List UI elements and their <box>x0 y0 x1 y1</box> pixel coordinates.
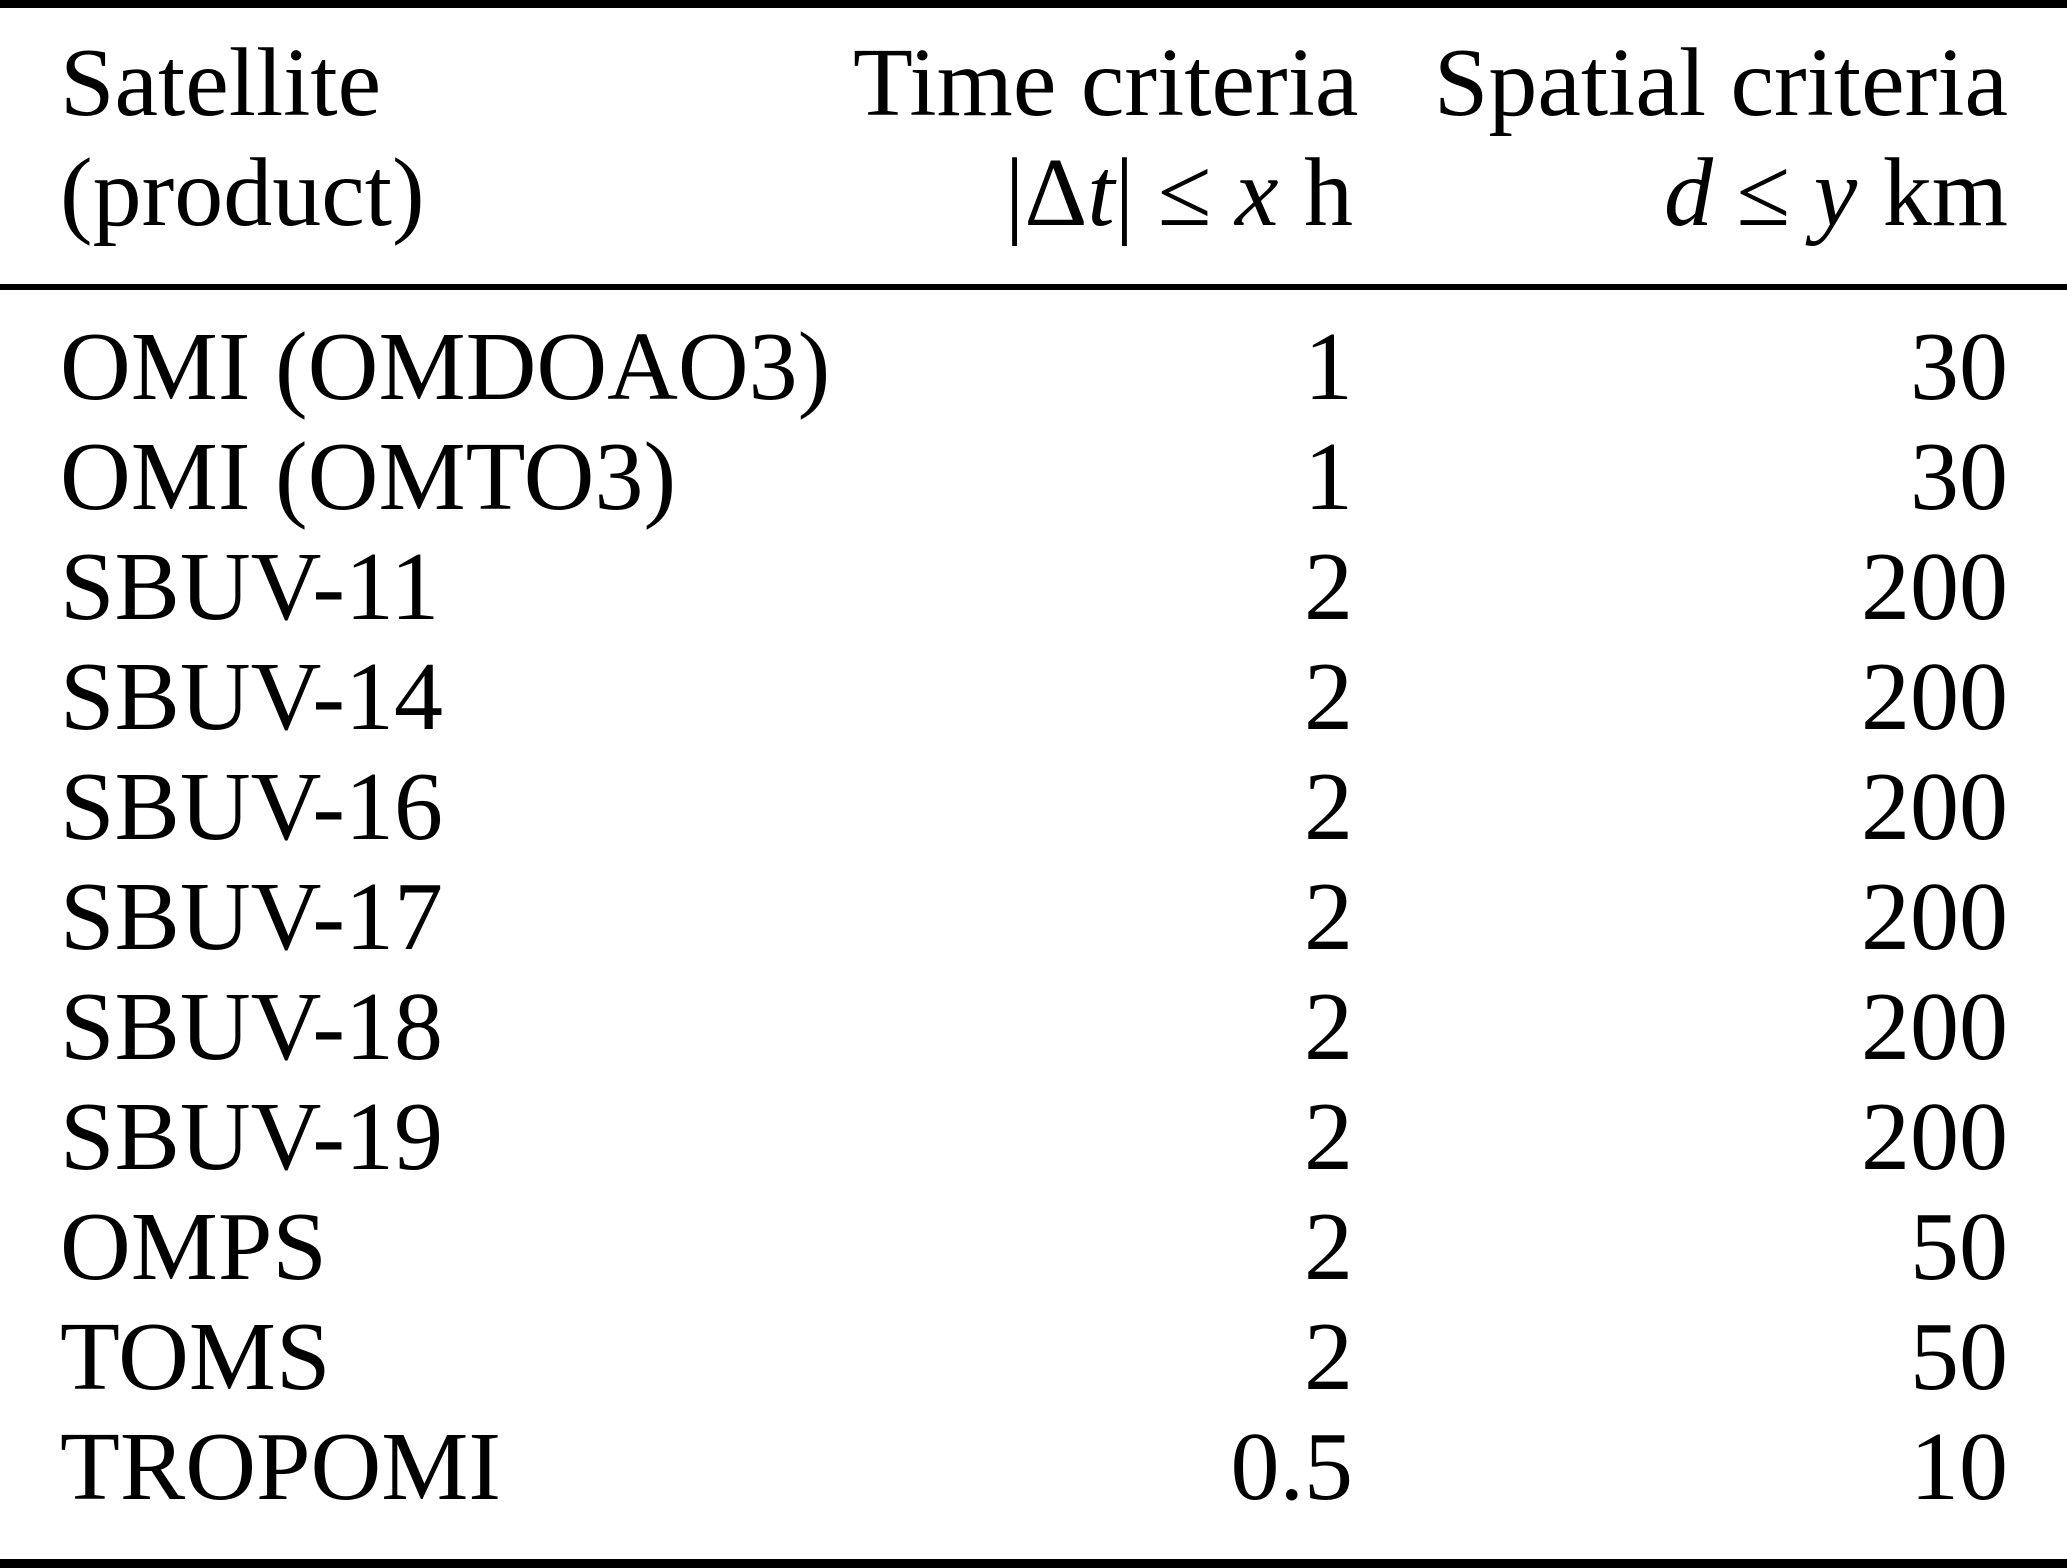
table-row: TOMS 2 50 <box>60 1302 2008 1412</box>
time-criteria-cell: 2 <box>1304 973 1353 1081</box>
table-row: OMPS 2 50 <box>60 1192 2008 1302</box>
table-row: SBUV-17 2 200 <box>60 862 2008 972</box>
time-criteria-cell: 2 <box>1304 863 1353 971</box>
product-cell: SBUV-18 <box>60 973 444 1081</box>
table-row: SBUV-14 2 200 <box>60 642 2008 752</box>
header-time-formula: |Δt| ≤ x h <box>853 138 1353 248</box>
header-spatial-line1: Spatial criteria <box>1433 29 2008 137</box>
spatial-criteria-cell: 30 <box>1910 423 2008 531</box>
spatial-criteria-cell: 200 <box>1861 533 2008 641</box>
table-row: OMI (OMTO3) 1 30 <box>60 422 2008 532</box>
spatial-criteria-cell: 200 <box>1861 863 2008 971</box>
product-cell: SBUV-11 <box>60 533 440 641</box>
table-row: SBUV-16 2 200 <box>60 752 2008 862</box>
header-time-criteria: Time criteria |Δt| ≤ x h <box>853 28 1359 248</box>
product-cell: OMI (OMTO3) <box>60 423 677 531</box>
var-x: x <box>1235 139 1279 247</box>
header-spatial-formula: d ≤ y km <box>1353 138 2008 248</box>
spatial-criteria-cell: 200 <box>1861 1083 2008 1191</box>
var-d: d <box>1663 139 1713 247</box>
unit-km: km <box>1882 139 2008 247</box>
var-y: y <box>1813 139 1858 247</box>
abs-close: | <box>1114 139 1135 247</box>
table-body: OMI (OMDOAO3) 1 30 OMI (OMTO3) 1 30 SBUV… <box>0 290 2067 1559</box>
table-header-row: Satellite (product) Time criteria |Δt| ≤ x… <box>0 8 2067 284</box>
spatial-criteria-cell: 200 <box>1861 973 2008 1081</box>
product-cell: SBUV-16 <box>60 753 444 861</box>
product-cell: OMPS <box>60 1193 327 1301</box>
table-row: SBUV-11 2 200 <box>60 532 2008 642</box>
leq-symbol: ≤ <box>1157 139 1212 247</box>
spatial-criteria-cell: 200 <box>1861 643 2008 751</box>
product-cell: SBUV-14 <box>60 643 444 751</box>
product-cell: TOMS <box>60 1303 331 1411</box>
var-t: t <box>1087 139 1115 247</box>
table-row: OMI (OMDOAO3) 1 30 <box>60 312 2008 422</box>
time-criteria-cell: 2 <box>1304 1193 1353 1301</box>
time-criteria-cell: 2 <box>1304 1083 1353 1191</box>
abs-open-delta: |Δ <box>1004 139 1088 247</box>
table-row: SBUV-19 2 200 <box>60 1082 2008 1192</box>
top-rule <box>0 0 2067 8</box>
header-spatial-criteria: Spatial criteria d ≤ y km <box>1353 28 2008 248</box>
header-time-line1: Time criteria <box>853 29 1359 137</box>
product-cell: SBUV-17 <box>60 863 444 971</box>
time-criteria-cell: 2 <box>1304 753 1353 861</box>
product-cell: TROPOMI <box>60 1413 502 1521</box>
header-satellite-line2: (product) <box>60 139 425 247</box>
spatial-criteria-cell: 200 <box>1861 753 2008 861</box>
time-criteria-cell: 1 <box>1304 313 1353 421</box>
spatial-criteria-cell: 50 <box>1910 1193 2008 1301</box>
time-criteria-cell: 2 <box>1304 643 1353 751</box>
time-criteria-cell: 0.5 <box>1230 1413 1354 1521</box>
bottom-rule <box>0 1559 2067 1568</box>
table-row: TROPOMI 0.5 10 <box>60 1412 2008 1522</box>
product-cell: OMI (OMDOAO3) <box>60 313 831 421</box>
product-cell: SBUV-19 <box>60 1083 444 1191</box>
time-criteria-cell: 1 <box>1304 423 1353 531</box>
unit-hours: h <box>1304 139 1353 247</box>
mid-rule <box>0 284 2067 290</box>
header-satellite-line1: Satellite <box>60 29 382 137</box>
time-criteria-cell: 2 <box>1304 533 1353 641</box>
spatial-criteria-cell: 30 <box>1910 313 2008 421</box>
spatial-criteria-cell: 50 <box>1910 1303 2008 1411</box>
leq-symbol: ≤ <box>1736 139 1791 247</box>
time-criteria-cell: 2 <box>1304 1303 1353 1411</box>
header-satellite: Satellite (product) <box>60 28 853 248</box>
spatial-criteria-cell: 10 <box>1910 1413 2008 1521</box>
table-row: SBUV-18 2 200 <box>60 972 2008 1082</box>
